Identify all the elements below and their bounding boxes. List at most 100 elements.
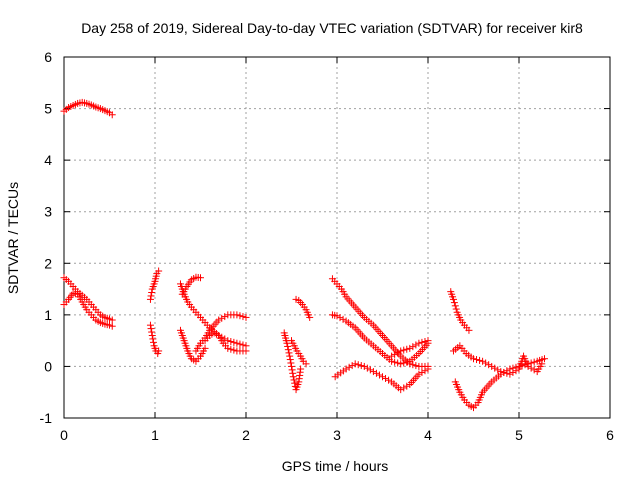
data-point: [357, 362, 365, 370]
data-point: [409, 361, 417, 369]
data-point: [354, 361, 362, 369]
data-point: [283, 339, 291, 347]
data-point: [302, 360, 310, 368]
axis-ticks: 0 1 2 3 4 5 6 -1 0 1 2 3 4 5 6: [40, 49, 615, 443]
data-point: [418, 368, 426, 376]
data-point: [391, 350, 399, 358]
data-point: [527, 364, 535, 372]
data-point: [521, 361, 529, 369]
data-point: [449, 295, 457, 303]
data-point: [148, 289, 156, 297]
data-point: [146, 321, 154, 329]
data-point: [285, 349, 293, 357]
data-point: [284, 346, 292, 354]
data-point: [306, 313, 314, 321]
data-point: [227, 345, 235, 353]
data-point: [221, 335, 229, 343]
data-point: [372, 369, 380, 377]
chart-title: Day 258 of 2019, Sidereal Day-to-day VTE…: [81, 20, 583, 36]
data-point: [500, 368, 508, 376]
data-point: [291, 379, 299, 387]
data-point: [412, 362, 420, 370]
data-point: [201, 344, 209, 352]
data-point: [530, 366, 538, 374]
data-point: [227, 338, 235, 346]
data-point: [482, 359, 490, 367]
x-tick-label: 0: [60, 427, 68, 443]
data-point: [479, 357, 487, 365]
data-point: [488, 362, 496, 370]
data-point: [197, 274, 204, 282]
data-point: [424, 337, 432, 345]
data-points: [60, 98, 548, 412]
data-point: [363, 364, 371, 372]
data-point: [366, 366, 374, 374]
data-point: [236, 312, 244, 320]
y-tick-label: 1: [44, 307, 52, 323]
data-point: [524, 362, 532, 370]
data-point: [415, 339, 423, 347]
data-point: [412, 341, 420, 349]
data-point: [215, 316, 223, 324]
data-point: [540, 355, 548, 363]
data-point: [465, 326, 473, 334]
x-tick-label: 5: [515, 427, 523, 443]
data-point: [236, 340, 244, 348]
data-point: [382, 374, 390, 382]
data-point: [239, 313, 247, 321]
data-point: [485, 361, 493, 369]
data-point: [289, 369, 297, 377]
y-tick-label: 2: [44, 255, 52, 271]
data-point: [397, 360, 405, 368]
data-point: [400, 359, 408, 367]
y-tick-label: 5: [44, 101, 52, 117]
data-point: [288, 366, 296, 374]
data-point: [336, 314, 344, 322]
data-point: [512, 367, 520, 375]
data-point: [473, 356, 481, 364]
data-point: [509, 368, 517, 376]
data-point: [403, 358, 411, 366]
data-point: [397, 347, 405, 355]
data-point: [297, 365, 305, 373]
data-point: [286, 356, 294, 364]
data-point: [375, 371, 383, 379]
data-point: [538, 360, 546, 368]
y-tick-label: 6: [44, 49, 52, 65]
data-point: [289, 373, 297, 381]
x-tick-label: 2: [242, 427, 250, 443]
data-point: [470, 355, 477, 363]
x-tick-label: 6: [606, 427, 614, 443]
data-point: [221, 313, 229, 321]
data-point: [530, 358, 538, 366]
data-point: [290, 376, 298, 384]
data-point: [415, 370, 423, 378]
data-point: [506, 370, 514, 378]
data-point: [149, 338, 157, 346]
data-point: [451, 302, 459, 310]
data-point: [224, 337, 232, 345]
data-point: [400, 384, 408, 392]
data-point: [149, 335, 157, 343]
data-point: [452, 305, 460, 313]
data-point: [418, 338, 426, 346]
data-point: [409, 343, 417, 351]
x-tick-label: 1: [151, 427, 159, 443]
data-point: [385, 376, 393, 384]
data-point: [147, 325, 155, 333]
data-point: [421, 338, 429, 346]
data-point: [147, 292, 155, 300]
data-point: [369, 368, 377, 376]
data-point: [403, 382, 411, 390]
data-point: [155, 347, 163, 355]
data-point: [450, 299, 458, 307]
data-point: [233, 339, 241, 347]
data-point: [286, 352, 294, 360]
data-point: [379, 373, 386, 381]
data-point: [348, 362, 356, 370]
data-point: [476, 356, 484, 364]
data-point: [287, 359, 295, 367]
data-point: [406, 344, 414, 352]
data-point: [403, 345, 411, 353]
